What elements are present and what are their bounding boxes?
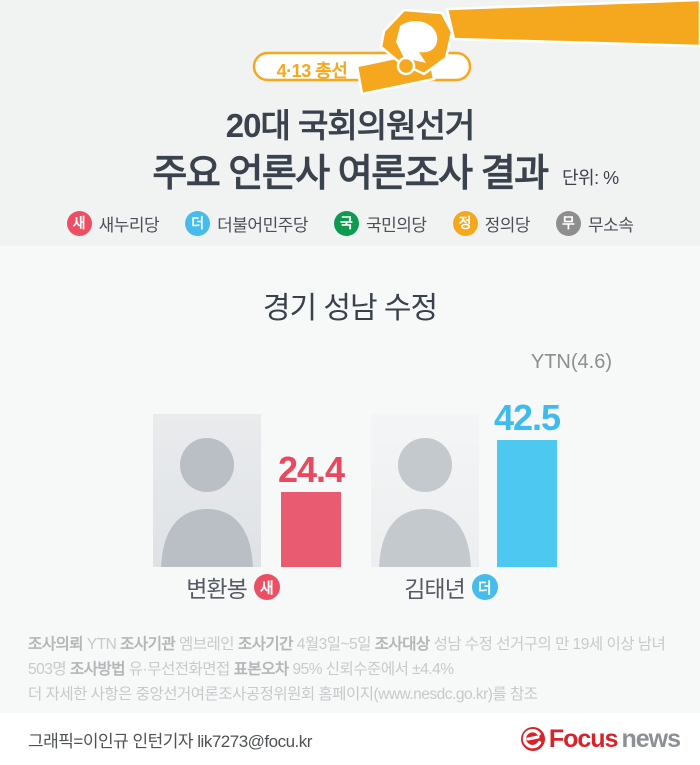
legend-item-saenuri: 새 새누리당 <box>66 210 160 236</box>
legend-label: 무소속 <box>587 215 634 235</box>
party-badge-independent: 무 <box>555 210 581 236</box>
election-date-badge: 4·13 총선 <box>276 61 348 81</box>
focusnews-logo: Focus news <box>520 724 681 754</box>
focusnews-logo-icon <box>520 727 545 751</box>
graphic-credit: 그래픽=이인규 인턴기자 lik7273@focu.kr <box>28 731 312 751</box>
candidate-party-badge: 더 <box>471 574 498 600</box>
candidate-photo <box>371 414 479 567</box>
legend-label: 더불어민주당 <box>217 215 308 235</box>
party-badge-justice: 정 <box>452 210 478 236</box>
legend-label: 정의당 <box>484 215 531 235</box>
party-badge-minjoo: 더 <box>185 210 211 236</box>
party-badge-kukmin: 국 <box>334 210 359 236</box>
bar-group-candidate-2: 42.5 <box>493 397 561 567</box>
person-silhouette-icon <box>161 438 253 567</box>
logo-text-secondary: news <box>621 724 681 753</box>
bottom-bar: 그래픽=이인규 인턴기자 lik7273@focu.kr Focus news <box>0 713 700 765</box>
party-badge-saenuri: 새 <box>66 210 92 236</box>
candidate-name-row: 변환봉 새 <box>148 572 318 602</box>
candidate-name: 김태년 <box>404 576 465 602</box>
candidate-photo <box>153 414 261 567</box>
survey-methodology-note: 조사의뢰 YTN 조사기관 엠브레인 조사기간 4월3일~5일 조사대상 성남 … <box>28 636 666 703</box>
candidate-party-badge: 새 <box>253 574 280 600</box>
page-title-line2-text: 주요 언론사 여론조사 결과 <box>152 153 549 195</box>
poll-source-label: YTN(4.6) <box>530 351 612 373</box>
ballot-hand-icon <box>252 0 700 95</box>
unit-label: 단위: % <box>562 168 619 188</box>
region-title: 경기 성남 수정 <box>262 292 438 325</box>
legend-label: 새누리당 <box>98 215 160 235</box>
poll-bar <box>281 492 341 567</box>
page-title-line1: 20대 국회의원선거 <box>225 107 475 144</box>
person-silhouette-icon <box>379 438 471 567</box>
legend-item-justice: 정 정의당 <box>452 210 531 236</box>
bar-value-label: 24.4 <box>277 449 345 490</box>
legend-item-kukmin: 국 국민의당 <box>334 210 427 236</box>
candidate-name-row: 김태년 더 <box>366 572 536 602</box>
bar-group-candidate-1: 24.4 <box>277 400 345 567</box>
chart-panel <box>0 246 700 713</box>
legend-item-independent: 무 무소속 <box>555 210 634 236</box>
candidate-name: 변환봉 <box>186 576 247 602</box>
poll-bar <box>497 440 557 567</box>
legend-label: 국민의당 <box>366 215 427 235</box>
logo-text-primary: Focus <box>548 724 619 753</box>
legend-item-minjoo: 더 더불어민주당 <box>185 210 308 236</box>
party-legend: 새 새누리당 더 더불어민주당 국 국민의당 정 정의당 무 무소속 <box>0 208 700 238</box>
bar-value-label: 42.5 <box>493 397 561 438</box>
page-title-line2: 주요 언론사 여론조사 결과 단위: % <box>0 142 700 197</box>
